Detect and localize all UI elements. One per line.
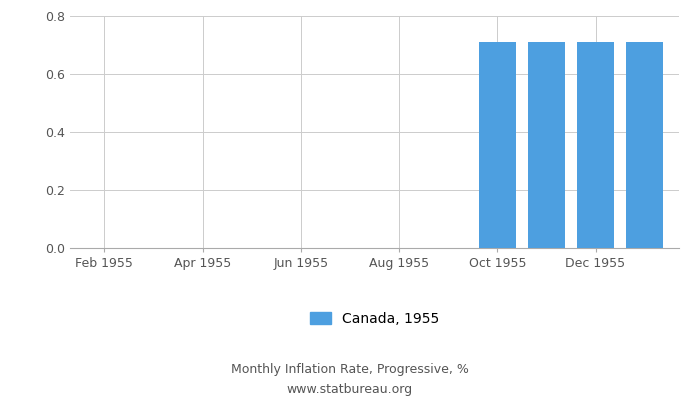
- Bar: [626, 42, 663, 248]
- Legend: Canada, 1955: Canada, 1955: [304, 306, 444, 331]
- Text: Monthly Inflation Rate, Progressive, %: Monthly Inflation Rate, Progressive, %: [231, 364, 469, 376]
- Bar: [577, 42, 614, 248]
- Bar: [528, 42, 565, 248]
- Text: www.statbureau.org: www.statbureau.org: [287, 384, 413, 396]
- Bar: [479, 42, 516, 248]
